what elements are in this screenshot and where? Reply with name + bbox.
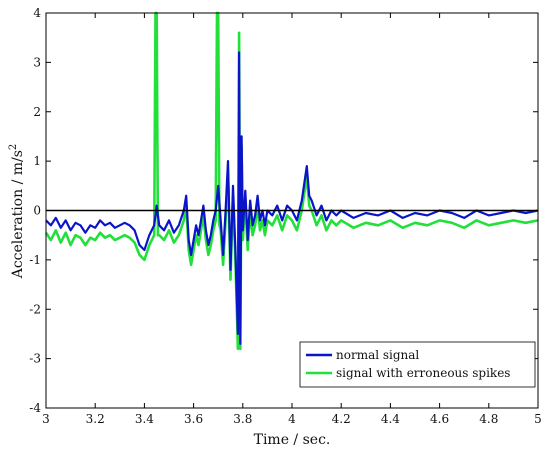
y-tick-label: -2	[29, 302, 41, 316]
series-layer	[44, 11, 539, 351]
y-tick-label: -1	[29, 253, 41, 267]
y-tick-label: -3	[29, 352, 41, 366]
x-tick-label: 4.8	[479, 412, 498, 426]
y-axis: -4 -3 -2 -1 0 1 2 3 4	[29, 6, 538, 415]
x-tick-label: 3.8	[233, 412, 252, 426]
x-tick-label: 4.6	[430, 412, 449, 426]
x-tick-label: 3.6	[184, 412, 203, 426]
x-tick-label: 4	[288, 412, 296, 426]
y-tick-label: 4	[33, 6, 41, 20]
y-tick-label: 3	[33, 55, 41, 69]
y-axis-label-exponent: 2	[8, 144, 19, 150]
x-tick-label: 3.2	[86, 412, 105, 426]
legend-box	[299, 341, 536, 388]
y-tick-label: 2	[33, 105, 41, 119]
legend: normal signal signal with erroneous spik…	[299, 341, 536, 388]
x-tick-label: 3	[42, 412, 50, 426]
x-tick-label: 5	[534, 412, 542, 426]
x-axis-label: Time / sec.	[254, 432, 331, 448]
y-tick-label: 0	[33, 204, 41, 218]
x-tick-label: 4.4	[381, 412, 400, 426]
x-axis: 3 3.2 3.4 3.6 3.8 4 4.2 4.4 4.6 4.8 5	[42, 13, 542, 426]
y-tick-label: 1	[33, 154, 41, 168]
y-axis-label: Acceleration / m/s2	[8, 144, 26, 280]
y-tick-label: -4	[29, 401, 41, 415]
legend-label-normal-signal: normal signal	[336, 348, 419, 362]
x-tick-label: 3.4	[135, 412, 154, 426]
x-tick-label: 4.2	[332, 412, 351, 426]
series-normal-signal	[45, 51, 539, 345]
legend-label-signal-with-erroneous-spikes: signal with erroneous spikes	[336, 366, 510, 380]
